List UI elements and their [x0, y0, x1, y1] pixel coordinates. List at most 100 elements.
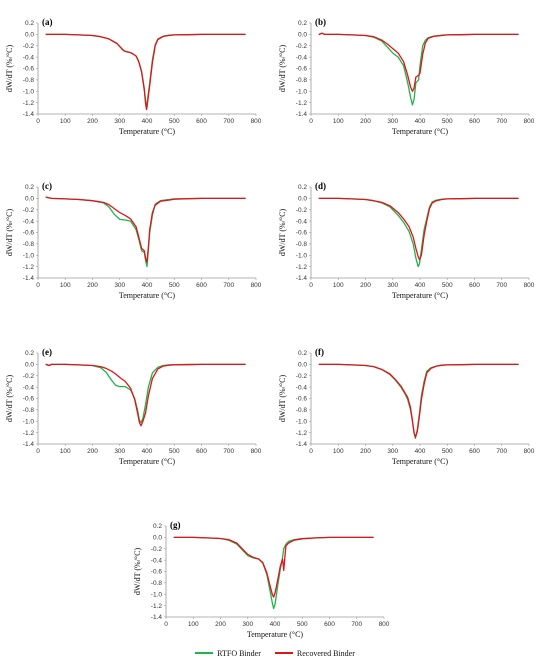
y-tick-label: -0.6 — [23, 396, 35, 403]
y-tick-label: -1.2 — [23, 264, 35, 271]
panel-e: 0.2 0.0 -0.2 -0.4 -0.6 -0.8 -1.0 -1.2 -1.40 100 20… — [5, 347, 262, 466]
x-tick-label: 300 — [242, 621, 253, 628]
legend-swatch-recovered — [274, 652, 293, 654]
x-tick-label: 700 — [223, 448, 234, 455]
y-tick-label: -0.2 — [23, 43, 35, 50]
panel-g: 0.2 0.0 -0.2 -0.4 -0.6 -0.8 -1.0 -1.2 -1.40 100 20… — [133, 520, 390, 639]
x-tick-label: 600 — [469, 448, 480, 455]
y-tick-label: -0.8 — [151, 580, 163, 587]
x-tick-label: 800 — [524, 118, 535, 125]
y-tick-label: 0.2 — [298, 350, 307, 357]
y-tick-label: -1.4 — [296, 111, 308, 118]
panel-label: (f) — [315, 347, 324, 357]
y-tick-label: 0.2 — [25, 20, 34, 27]
x-axis-title: Temperature (°C) — [119, 457, 176, 466]
y-tick-label: -0.2 — [296, 43, 308, 50]
x-tick-label: 500 — [169, 118, 180, 125]
y-axis-title: dW/dT (%/°C) — [5, 375, 14, 423]
x-tick-label: 300 — [114, 118, 125, 125]
y-tick-label: 0.0 — [298, 196, 307, 203]
y-tick-label: -1.0 — [296, 418, 308, 425]
legend: RTFO Binder Recovered Binder — [0, 647, 550, 658]
x-tick-label: 300 — [387, 448, 398, 455]
series-line-recovered — [45, 196, 246, 263]
x-tick-label: 800 — [524, 448, 535, 455]
x-tick-label: 400 — [415, 282, 426, 289]
y-tick-label: 0.0 — [153, 535, 162, 542]
legend-label-rtfo: RTFO Binder — [217, 648, 261, 658]
y-tick-label: -0.2 — [23, 207, 35, 214]
y-tick-label: 0.2 — [25, 350, 34, 357]
x-tick-label: 200 — [215, 621, 226, 628]
x-tick-label: 600 — [324, 621, 335, 628]
y-tick-label: -1.4 — [296, 441, 308, 448]
panel-f: 0.2 0.0 -0.2 -0.4 -0.6 -0.8 -1.0 -1.2 -1.40 100 20… — [278, 347, 535, 466]
y-tick-label: -0.2 — [151, 546, 163, 553]
y-tick-label: -0.4 — [23, 218, 35, 225]
x-tick-label: 200 — [87, 118, 98, 125]
x-tick-label: 200 — [360, 448, 371, 455]
y-tick-label: -0.6 — [23, 230, 35, 237]
x-tick-label: 0 — [309, 448, 313, 455]
y-tick-label: -0.6 — [296, 230, 308, 237]
y-tick-label: -0.2 — [296, 373, 308, 380]
series-line-recovered — [173, 536, 374, 598]
panel-c: 0.2 0.0 -0.2 -0.4 -0.6 -0.8 -1.0 -1.2 -1.40 100 20… — [5, 181, 262, 300]
panel-label: (e) — [42, 347, 52, 357]
x-tick-label: 0 — [36, 118, 40, 125]
x-tick-label: 700 — [223, 282, 234, 289]
x-tick-label: 400 — [415, 118, 426, 125]
x-tick-label: 500 — [442, 448, 453, 455]
x-tick-label: 500 — [169, 282, 180, 289]
x-tick-label: 500 — [169, 448, 180, 455]
y-tick-label: -0.8 — [296, 77, 308, 84]
y-tick-label: -0.4 — [23, 384, 35, 391]
y-tick-label: 0.0 — [298, 32, 307, 39]
y-tick-label: -0.6 — [296, 66, 308, 73]
y-tick-label: -1.0 — [23, 418, 35, 425]
x-tick-label: 400 — [270, 621, 281, 628]
x-tick-label: 800 — [524, 282, 535, 289]
x-tick-label: 700 — [351, 621, 362, 628]
y-tick-label: 0.2 — [298, 184, 307, 191]
x-axis-title: Temperature (°C) — [392, 291, 449, 300]
panel-label: (g) — [170, 520, 181, 530]
y-axis-title: dW/dT (%/°C) — [278, 375, 287, 423]
y-tick-label: -0.8 — [23, 241, 35, 248]
x-tick-label: 800 — [251, 448, 262, 455]
x-axis-title: Temperature (°C) — [392, 457, 449, 466]
x-tick-label: 600 — [196, 282, 207, 289]
panel-b: 0.2 0.0 -0.2 -0.4 -0.6 -0.8 -1.0 -1.2 -1.40 100 20… — [278, 17, 535, 136]
y-tick-label: 0.2 — [298, 20, 307, 27]
y-axis-title: dW/dT (%/°C) — [5, 209, 14, 257]
y-tick-label: -1.2 — [23, 100, 35, 107]
y-tick-label: 0.0 — [25, 32, 34, 39]
x-tick-label: 800 — [251, 118, 262, 125]
x-tick-label: 300 — [114, 282, 125, 289]
series-line-rtfo — [45, 33, 246, 107]
y-tick-label: -1.4 — [296, 275, 308, 282]
x-tick-label: 0 — [309, 118, 313, 125]
y-tick-label: 0.0 — [298, 362, 307, 369]
y-tick-label: -0.6 — [296, 396, 308, 403]
y-tick-label: -0.8 — [296, 407, 308, 414]
y-tick-label: -1.4 — [23, 111, 35, 118]
x-axis-title: Temperature (°C) — [119, 291, 176, 300]
y-tick-label: -0.8 — [23, 77, 35, 84]
y-axis-title: dW/dT (%/°C) — [5, 45, 14, 93]
x-tick-label: 400 — [142, 118, 153, 125]
x-tick-label: 100 — [60, 282, 71, 289]
x-tick-label: 100 — [60, 448, 71, 455]
y-tick-label: -1.2 — [151, 603, 163, 610]
series-line-rtfo — [318, 32, 519, 106]
x-tick-label: 300 — [387, 282, 398, 289]
y-tick-label: -1.0 — [23, 88, 35, 95]
panel-d: 0.2 0.0 -0.2 -0.4 -0.6 -0.8 -1.0 -1.2 -1.40 100 20… — [278, 181, 535, 300]
y-tick-label: -0.4 — [296, 218, 308, 225]
x-tick-label: 700 — [223, 118, 234, 125]
x-tick-label: 100 — [333, 118, 344, 125]
x-tick-label: 0 — [309, 282, 313, 289]
x-axis-title: Temperature (°C) — [392, 127, 449, 136]
y-tick-label: -0.8 — [296, 241, 308, 248]
y-tick-label: -0.4 — [296, 54, 308, 61]
